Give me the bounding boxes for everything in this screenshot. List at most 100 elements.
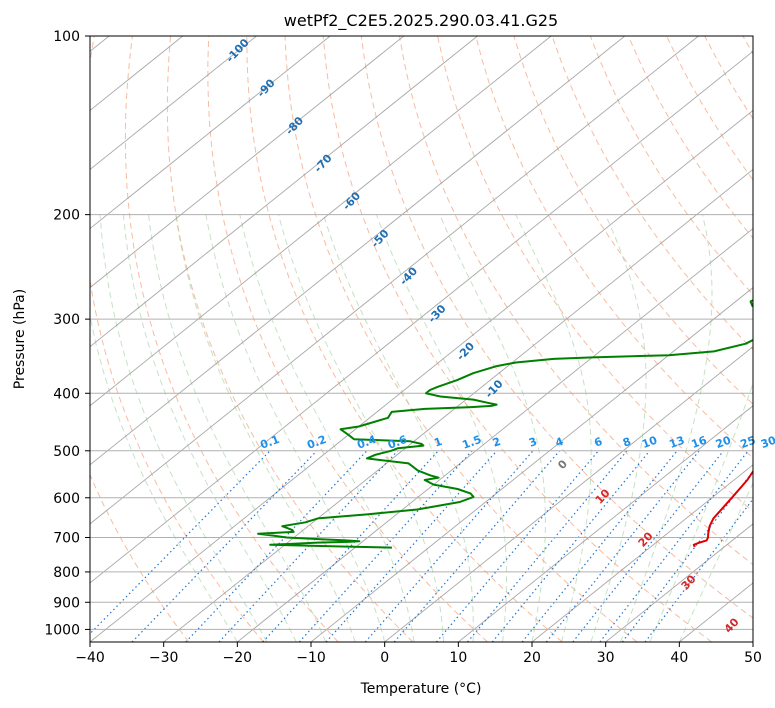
x-tick-label: −30 [149,650,179,666]
chart-title: wetPf2_C2E5.2025.290.03.41.G25 [284,11,558,31]
dry-adiabat-line [551,36,753,351]
y-tick-label: 500 [53,444,80,460]
y-tick-label: 400 [53,386,80,402]
dry-adiabat-line [437,36,753,512]
mixing-ratio-line [262,450,439,642]
isotherm-line [90,36,478,348]
dry-adiabat-line [246,36,563,642]
dry-adiabat-line [207,36,488,642]
isotherm-line [605,523,753,642]
isotherm-line [237,227,753,642]
dry-adiabat-line [90,473,190,642]
isotherm-line [90,36,331,230]
moist-adiabat-line [205,214,386,642]
isotherm-line [163,168,753,642]
sounding-line [257,299,753,549]
isotherm-line [90,109,753,642]
moist-adiabat-line [376,214,507,642]
mixing-ratio-line [364,450,534,642]
y-tick-label: 100 [53,29,80,45]
dry-adiabat-line [589,36,753,296]
plot-frame [89,35,754,643]
dry-adiabat-line [360,36,753,619]
x-tick-label: −10 [296,650,326,666]
isotherm-line [384,346,753,642]
isotherm-line [90,50,753,584]
sounding-line [692,469,753,548]
mixing-ratio-label: 0.1 [258,433,281,452]
mixing-ratio-label: 1.5 [460,433,483,452]
isotherm-line [90,36,626,466]
y-axis: 100 200 300 400 500 600 700 800 900 1000 [44,29,90,638]
mixing-ratio-label: 0.6 [386,433,409,452]
x-tick-label: 50 [744,650,762,666]
mixing-ratio-line [131,450,318,642]
dry-adiabat-line [284,36,638,642]
x-tick-label: −40 [75,650,105,666]
grid-lines [90,36,753,630]
y-tick-label: 600 [53,491,80,507]
mixing-ratio-label: 13 [667,434,686,451]
background-reference-lines [90,36,753,642]
x-tick-label: −20 [223,650,253,666]
mixing-ratio-line [435,450,599,642]
moist-adiabat-line [148,214,327,642]
dry-adiabat-line [90,36,264,642]
sounding-series [257,299,753,549]
moist-adiabat-line [239,214,415,642]
dry-adiabat-line [124,36,339,642]
moist-adiabat-line [90,313,238,642]
y-tick-label: 200 [53,208,80,224]
mixing-ratio-line [467,450,628,642]
x-tick-label: 0 [380,650,389,666]
y-tick-label: 700 [53,531,80,547]
moist-adiabat-line [278,214,445,642]
mixing-ratio-label: 0.2 [305,433,328,452]
isotherm-line [90,36,405,289]
mixing-ratio-label: 1 [432,435,444,450]
dry-adiabat-line [322,36,713,642]
isotherm-line [458,405,753,642]
mixing-ratio-line [393,450,561,642]
isotherm-line [310,287,753,642]
y-tick-label: 800 [53,565,80,581]
mixing-ratio-label: 2 [491,435,503,450]
x-tick-label: 10 [449,650,467,666]
mixing-ratio-label: 30 [759,433,775,451]
isotherm-line [531,464,753,642]
mixing-ratio-line [185,450,368,642]
x-tick-label: 30 [597,650,615,666]
mixing-ratio-line [491,450,651,642]
moist-adiabat-line [439,214,546,642]
moist-adiabat-line [323,214,474,642]
x-tick-label: 40 [670,650,688,666]
moist-adiabat-line [99,214,268,642]
y-tick-label: 900 [53,595,80,611]
isotherm-line [90,36,257,171]
mixing-ratio-label: 8 [621,435,633,450]
x-axis-title: Temperature (°C) [360,681,482,697]
mixing-ratio-label: 16 [690,433,709,451]
mixing-ratio-line [545,450,700,642]
mixing-ratio-label: 6 [592,435,604,450]
dry-adiabat-line [399,36,753,566]
x-tick-label: 20 [523,650,541,666]
x-axis: −40 −30 −20 −10 0 10 20 30 40 50 [75,642,762,666]
mixing-ratio-line [521,450,678,642]
mixing-ratio-line [572,450,724,642]
mixing-ratio-label: 3 [527,435,539,450]
y-axis-title: Pressure (hPa) [12,289,28,389]
moist-adiabat-line [678,481,753,642]
moist-adiabat-line [123,214,297,642]
isotherm-line [90,36,699,525]
y-tick-label: 300 [53,312,80,328]
y-tick-label: 1000 [44,622,80,638]
mixing-ratio-label: 10 [640,433,659,451]
moist-adiabat-line [175,214,356,642]
mixing-ratio-label: 20 [714,433,733,451]
mixing-ratio-label: 4 [554,435,566,450]
isotherm-line [90,36,552,407]
moist-adiabat-line [515,214,592,642]
mixing-ratio-label: 0.4 [355,433,378,452]
